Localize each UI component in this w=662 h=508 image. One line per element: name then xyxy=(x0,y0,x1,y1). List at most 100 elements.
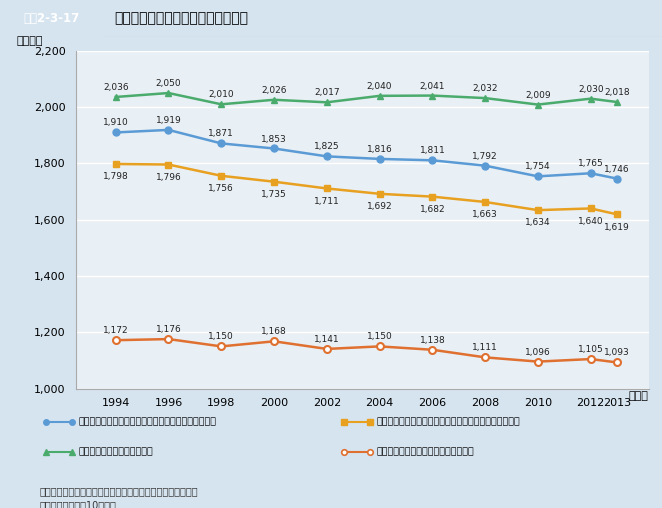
Text: 1,111: 1,111 xyxy=(472,343,498,353)
総実労働時間（一般労働者） xyxy=(534,102,542,108)
総実労働時間（パートタイム労働者） xyxy=(481,354,489,360)
Text: 2,030: 2,030 xyxy=(578,85,604,93)
総実労働時間（一般労働者・パートタイム労働者計） xyxy=(375,156,383,162)
総実労働時間（一般労働者・パートタイム労働者計） xyxy=(613,176,621,182)
Text: 2,036: 2,036 xyxy=(103,83,128,92)
Text: 1,640: 1,640 xyxy=(578,217,604,226)
Text: 2,017: 2,017 xyxy=(314,88,340,98)
所定内労働時間（一般労働者・パートタイム労働者計） xyxy=(428,194,436,200)
総実労働時間（パートタイム労働者） xyxy=(428,347,436,353)
総実労働時間（一般労働者・パートタイム労働者計） xyxy=(270,145,278,151)
Text: 1,096: 1,096 xyxy=(525,347,551,357)
Text: 1,754: 1,754 xyxy=(525,163,551,171)
Text: 1,172: 1,172 xyxy=(103,326,128,335)
総実労働時間（パートタイム労働者） xyxy=(534,359,542,365)
総実労働時間（一般労働者・パートタイム労働者計） xyxy=(112,130,120,136)
総実労働時間（パートタイム労働者） xyxy=(323,346,331,352)
Text: 2,010: 2,010 xyxy=(209,90,234,100)
Text: 総実労働時間（一般労働者・パートタイム労働者計）: 総実労働時間（一般労働者・パートタイム労働者計） xyxy=(79,417,216,426)
Text: 1,816: 1,816 xyxy=(367,145,393,154)
所定内労働時間（一般労働者・パートタイム労働者計） xyxy=(270,179,278,185)
Text: 1,796: 1,796 xyxy=(156,173,181,182)
Text: 総実労働時間（一般労働者）: 総実労働時間（一般労働者） xyxy=(79,448,153,457)
Text: 2,026: 2,026 xyxy=(261,86,287,95)
Text: 1,792: 1,792 xyxy=(473,152,498,161)
所定内労働時間（一般労働者・パートタイム労働者計） xyxy=(323,185,331,192)
所定内労働時間（一般労働者・パートタイム労働者計） xyxy=(112,161,120,167)
Text: 1,663: 1,663 xyxy=(472,210,498,219)
Line: 総実労働時間（一般労働者・パートタイム労働者計）: 総実労働時間（一般労働者・パートタイム労働者計） xyxy=(113,126,620,182)
Text: 1,811: 1,811 xyxy=(420,146,446,155)
Text: 1,682: 1,682 xyxy=(420,205,445,214)
総実労働時間（一般労働者） xyxy=(587,96,594,102)
所定内労働時間（一般労働者・パートタイム労働者計） xyxy=(165,162,173,168)
Text: 1,765: 1,765 xyxy=(578,160,604,168)
Text: 1,692: 1,692 xyxy=(367,202,393,211)
総実労働時間（一般労働者） xyxy=(428,92,436,99)
Text: 1,746: 1,746 xyxy=(604,165,630,174)
総実労働時間（一般労働者） xyxy=(613,99,621,105)
総実労働時間（一般労働者） xyxy=(270,97,278,103)
総実労働時間（一般労働者・パートタイム労働者計） xyxy=(481,163,489,169)
総実労働時間（パートタイム労働者） xyxy=(613,359,621,365)
Text: 1,176: 1,176 xyxy=(156,325,181,334)
総実労働時間（一般労働者・パートタイム労働者計） xyxy=(428,157,436,164)
Text: 2,050: 2,050 xyxy=(156,79,181,88)
総実労働時間（パートタイム労働者） xyxy=(217,343,225,350)
総実労働時間（一般労働者） xyxy=(323,99,331,105)
総実労働時間（一般労働者・パートタイム労働者計） xyxy=(323,153,331,160)
所定内労働時間（一般労働者・パートタイム労働者計） xyxy=(375,191,383,197)
所定内労働時間（一般労働者・パートタイム労働者計） xyxy=(481,199,489,205)
Text: 1,150: 1,150 xyxy=(209,332,234,341)
総実労働時間（一般労働者） xyxy=(112,94,120,100)
Text: 1,919: 1,919 xyxy=(156,116,181,125)
総実労働時間（一般労働者・パートタイム労働者計） xyxy=(217,140,225,146)
総実労働時間（パートタイム労働者） xyxy=(165,336,173,342)
Text: 2,032: 2,032 xyxy=(473,84,498,93)
Text: 1,093: 1,093 xyxy=(604,348,630,358)
総実労働時間（一般労働者・パートタイム労働者計） xyxy=(587,170,594,176)
Text: 1,853: 1,853 xyxy=(261,135,287,144)
Text: 2,040: 2,040 xyxy=(367,82,393,91)
Text: 1,619: 1,619 xyxy=(604,223,630,232)
Text: 2,018: 2,018 xyxy=(604,88,630,97)
総実労働時間（一般労働者） xyxy=(375,93,383,99)
総実労働時間（一般労働者） xyxy=(165,90,173,96)
Line: 所定内労働時間（一般労働者・パートタイム労働者計）: 所定内労働時間（一般労働者・パートタイム労働者計） xyxy=(113,161,620,218)
総実労働時間（パートタイム労働者） xyxy=(375,343,383,350)
Text: 1,141: 1,141 xyxy=(314,335,340,344)
総実労働時間（パートタイム労働者） xyxy=(270,338,278,344)
総実労働時間（パートタイム労働者） xyxy=(112,337,120,343)
Text: 1,735: 1,735 xyxy=(261,190,287,199)
所定内労働時間（一般労働者・パートタイム労働者計） xyxy=(587,205,594,211)
総実労働時間（一般労働者） xyxy=(217,101,225,107)
Text: 1,825: 1,825 xyxy=(314,142,340,151)
Text: 1,910: 1,910 xyxy=(103,118,128,128)
Text: 1,168: 1,168 xyxy=(261,327,287,336)
所定内労働時間（一般労働者・パートタイム労働者計） xyxy=(613,211,621,217)
Line: 総実労働時間（一般労働者）: 総実労働時間（一般労働者） xyxy=(113,89,620,108)
総実労働時間（一般労働者・パートタイム労働者計） xyxy=(165,127,173,133)
総実労働時間（パートタイム労働者） xyxy=(587,356,594,362)
Text: 1,150: 1,150 xyxy=(367,332,393,341)
Text: （注）　事業規模10人以上: （注） 事業規模10人以上 xyxy=(40,500,117,508)
Text: 1,871: 1,871 xyxy=(209,130,234,139)
Text: 1,756: 1,756 xyxy=(209,184,234,193)
Text: 1,711: 1,711 xyxy=(314,197,340,206)
Text: （時間）: （時間） xyxy=(17,36,43,46)
Text: 2,041: 2,041 xyxy=(420,82,445,90)
Text: （年）: （年） xyxy=(629,391,649,401)
Text: 2,009: 2,009 xyxy=(525,90,551,100)
Text: 1,105: 1,105 xyxy=(578,345,604,354)
Text: 1,798: 1,798 xyxy=(103,172,128,181)
Line: 総実労働時間（パートタイム労働者）: 総実労働時間（パートタイム労働者） xyxy=(113,336,620,366)
Text: 労働者１人平均年間労働時間の推移: 労働者１人平均年間労働時間の推移 xyxy=(114,11,248,25)
Text: 総実労働時間（パートタイム労働者）: 総実労働時間（パートタイム労働者） xyxy=(376,448,474,457)
総実労働時間（一般労働者・パートタイム労働者計） xyxy=(534,173,542,179)
Text: 資料：厘生労働省大臣官房統計情報部「毎月勤労統計調査」: 資料：厘生労働省大臣官房統計情報部「毎月勤労統計調査」 xyxy=(40,487,199,497)
Text: 1,138: 1,138 xyxy=(420,336,446,345)
所定内労働時間（一般労働者・パートタイム労働者計） xyxy=(217,173,225,179)
Text: 1,634: 1,634 xyxy=(525,218,551,228)
総実労働時間（一般労働者） xyxy=(481,95,489,101)
Text: 図袅2-3-17: 図袅2-3-17 xyxy=(23,12,79,25)
